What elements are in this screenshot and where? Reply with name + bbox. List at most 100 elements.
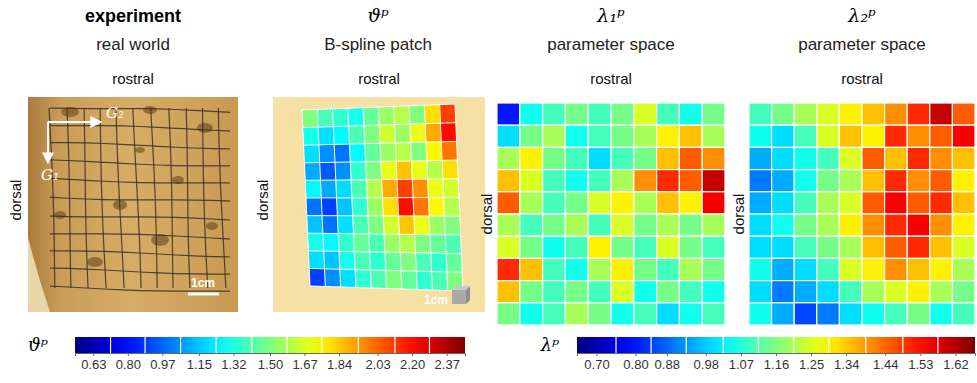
patch-grid-line (306, 197, 459, 199)
photo-grid-line (50, 108, 230, 112)
heatmap-cell (427, 160, 443, 179)
heatmap-cell (907, 103, 930, 125)
heatmap-cell (930, 125, 953, 147)
heatmap-cell (430, 235, 446, 254)
heatmap-cell (428, 198, 444, 217)
heatmap-cell (588, 125, 611, 147)
heatmap-cell (520, 192, 543, 214)
heatmap-cell (772, 192, 795, 214)
heatmap-cell (657, 303, 680, 325)
heatmap-cell (366, 161, 382, 179)
colorbar-axis: 0.700.800.880.981.071.161.251.341.441.53… (578, 353, 976, 372)
photo-background (28, 97, 238, 312)
heatmap-cell (333, 108, 349, 126)
heatmap-cell (334, 144, 350, 162)
heatmap-cell (565, 214, 588, 236)
heatmap-cell (952, 258, 975, 280)
annotation: 1cm (424, 293, 448, 307)
heatmap-cell (657, 258, 680, 280)
heatmap-cell (952, 192, 975, 214)
heatmap-cell (409, 105, 425, 124)
heatmap-cell (749, 103, 772, 125)
axis-line (76, 354, 466, 357)
photo-blotch (197, 123, 213, 133)
tick-label: 1.07 (729, 357, 754, 372)
tick-label: 1.50 (258, 357, 283, 372)
heatmap-cell (749, 125, 772, 147)
tick: 2.20 (400, 353, 425, 372)
heatmap-cell (952, 147, 975, 169)
colorbar-separator (251, 337, 252, 353)
patch-outline (302, 104, 463, 291)
heatmap-cell (431, 253, 447, 272)
heatmap-cell (702, 214, 725, 236)
heatmap-cell (611, 192, 634, 214)
heatmap-cell (839, 258, 862, 280)
heatmap-cell (565, 236, 588, 258)
scale-cube (452, 290, 466, 304)
tick: 0.80 (116, 353, 141, 372)
heatmap-cell (325, 269, 341, 287)
colorbar-separator (216, 337, 217, 353)
heatmap-cell (794, 192, 817, 214)
heatmap-cell (702, 103, 725, 125)
tick: 1.50 (258, 353, 283, 372)
heatmap-cell (772, 170, 795, 192)
photo-grid-line (50, 216, 230, 220)
tick-label: 1.62 (943, 357, 968, 372)
heatmap-cell (702, 125, 725, 147)
panel-title: experiment (85, 6, 181, 26)
patch-grid-line (304, 160, 457, 163)
heatmap-cell (907, 125, 930, 147)
heatmap-cell (679, 147, 702, 169)
patch-grid-line (305, 179, 458, 181)
heatmap-cell (749, 281, 772, 303)
heatmap-cell (497, 214, 520, 236)
heatmap-cell (497, 125, 520, 147)
photo-grid-line (202, 108, 207, 288)
heatmap-cell (385, 252, 401, 271)
heatmap-cell (862, 170, 885, 192)
heatmap-cell (413, 198, 429, 216)
heatmap-cell (443, 179, 459, 198)
photo-grid-line (100, 108, 106, 288)
heatmap-cell (839, 170, 862, 192)
patch-grid-line (304, 141, 457, 145)
heatmap-cell (702, 258, 725, 280)
patch-grid-line (308, 233, 461, 235)
heatmap-cell (862, 258, 885, 280)
heatmap-cell (323, 233, 339, 251)
heatmap-cell (952, 125, 975, 147)
heatmap-cell (497, 236, 520, 258)
heatmap-cell (794, 147, 817, 169)
heatmap-cell (862, 303, 885, 325)
heatmap-cell (415, 234, 431, 253)
heatmap-cell (702, 303, 725, 325)
heatmap-cell (337, 198, 353, 216)
colorbar-separator (758, 337, 759, 353)
axis-arrow (47, 122, 49, 162)
colorbar-separator (110, 337, 111, 353)
heatmap-cell (817, 125, 840, 147)
colorbar-separator (793, 337, 794, 353)
tick: 1.07 (729, 353, 754, 372)
tick-mark (846, 353, 847, 356)
top-label: rostral (112, 70, 154, 87)
colorbar-separator (937, 337, 938, 353)
heatmap-cell (839, 147, 862, 169)
colorbar-separator (180, 337, 181, 353)
heatmap-cell (817, 236, 840, 258)
tick: 0.80 (623, 353, 648, 372)
top-label: rostral (841, 70, 883, 87)
colorbar (75, 337, 465, 353)
tick: 1.62 (943, 353, 968, 372)
photo-grid-line (50, 234, 230, 239)
heatmap-cell (565, 103, 588, 125)
colorbar-separator (144, 337, 145, 353)
heatmap-cell (399, 234, 415, 253)
tick: 1.67 (292, 353, 317, 372)
heatmap-cell (952, 103, 975, 125)
heatmap-cell (611, 303, 634, 325)
heatmap-cell (444, 198, 460, 217)
tick: 1.84 (327, 353, 352, 372)
